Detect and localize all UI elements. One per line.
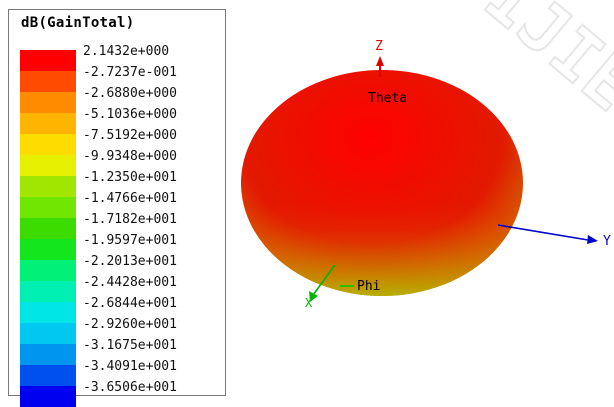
legend-swatch xyxy=(20,92,76,113)
gain-surface-bottom-shade xyxy=(241,70,523,296)
legend-swatch xyxy=(20,134,76,155)
theta-label: Theta xyxy=(368,91,407,106)
legend-swatch xyxy=(20,386,76,407)
legend-value: -2.9260e+001 xyxy=(83,317,177,332)
legend-swatch xyxy=(20,239,76,260)
legend-value: -1.9597e+001 xyxy=(83,233,177,248)
color-legend: dB(GainTotal) 2.1432e+000 -2.7237e-001 -2.… xyxy=(8,9,226,407)
legend-value: -1.4766e+001 xyxy=(83,191,177,206)
legend-value: -2.4428e+001 xyxy=(83,275,177,290)
legend-swatch xyxy=(20,71,76,92)
legend-swatches xyxy=(20,50,76,407)
legend-value: -3.4091e+001 xyxy=(83,359,177,374)
legend-value: -2.7237e-001 xyxy=(83,65,177,80)
legend-value: -3.6506e+001 xyxy=(83,380,177,395)
legend-value: -3.1675e+001 xyxy=(83,338,177,353)
legend-title: dB(GainTotal) xyxy=(21,15,135,31)
legend-value: -7.5192e+000 xyxy=(83,128,177,143)
legend-swatch xyxy=(20,218,76,239)
legend-swatch xyxy=(20,197,76,218)
legend-value: -2.6844e+001 xyxy=(83,296,177,311)
watermark-text: IJIE xyxy=(470,0,614,127)
legend-swatch xyxy=(20,260,76,281)
phi-label: Phi xyxy=(357,279,380,294)
legend-value: -2.6880e+000 xyxy=(83,86,177,101)
gain-pattern-3d xyxy=(241,70,523,296)
legend-swatch xyxy=(20,113,76,134)
legend-value: -1.7182e+001 xyxy=(83,212,177,227)
z-axis: Z xyxy=(375,39,384,77)
legend-swatch xyxy=(20,365,76,386)
legend-value: 2.1432e+000 xyxy=(83,44,170,59)
z-axis-label: Z xyxy=(375,39,383,54)
legend-swatch xyxy=(20,323,76,344)
x-axis: X xyxy=(305,264,336,310)
legend-swatch xyxy=(20,50,76,71)
legend-swatch xyxy=(20,281,76,302)
legend-swatch xyxy=(20,176,76,197)
legend-value: -5.1036e+000 xyxy=(83,107,177,122)
legend-swatch xyxy=(20,302,76,323)
legend-value: -2.2013e+001 xyxy=(83,254,177,269)
legend-swatch xyxy=(20,344,76,365)
legend-labels: 2.1432e+000 -2.7237e-001 -2.6880e+000 -5.10… xyxy=(83,41,177,398)
watermark: IJIE xyxy=(469,0,614,128)
legend-value: -9.9348e+000 xyxy=(83,149,177,164)
x-axis-label: X xyxy=(305,296,313,310)
y-axis-label: Y xyxy=(603,234,611,249)
legend-swatch xyxy=(20,155,76,176)
y-axis: Y xyxy=(497,224,611,249)
legend-value: -1.2350e+001 xyxy=(83,170,177,185)
